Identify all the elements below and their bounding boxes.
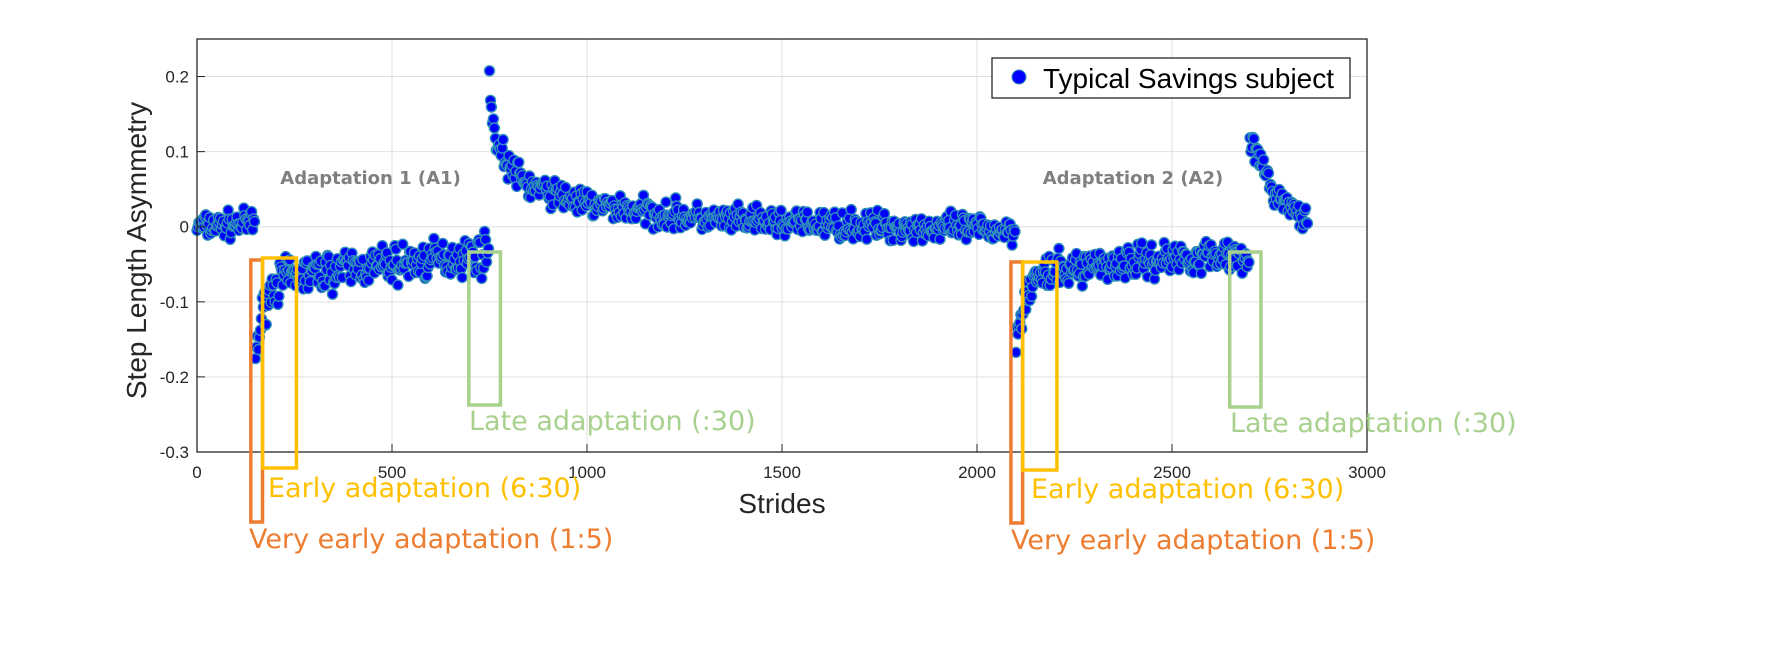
window-label: Late adaptation (:30) <box>469 406 756 437</box>
data-point <box>559 181 572 194</box>
data-point <box>878 207 891 220</box>
data-point <box>437 237 449 250</box>
data-point <box>1301 217 1314 230</box>
data-point <box>1053 242 1065 255</box>
legend-marker <box>1011 69 1027 85</box>
y-tick-label: 0 <box>180 218 189 237</box>
axis-ticks: 0 500 1000 1500 2000 2500 3000 0.2 0.1 0 -0.1 -0.2 -… <box>160 68 1386 482</box>
data-point <box>392 279 404 291</box>
x-tick-label: 500 <box>378 463 406 482</box>
data-point <box>326 288 339 300</box>
annotation-adaptation-1: Adaptation 1 (A1) <box>280 168 461 189</box>
data-point <box>456 271 468 284</box>
x-tick-label: 1000 <box>568 463 606 482</box>
data-point <box>1248 132 1260 145</box>
annotation-adaptation-2: Adaptation 2 (A2) <box>1043 168 1224 189</box>
window-label: Early adaptation (6:30) <box>1031 474 1344 505</box>
y-axis-label: Step Length Asymmetry <box>121 102 152 399</box>
window-box <box>1227 250 1263 409</box>
window-box <box>260 256 299 470</box>
y-tick-label: 0.1 <box>165 143 189 162</box>
legend-box <box>991 57 1351 99</box>
adaptation-windows: Very early adaptation (1:5) Early adaptat… <box>249 250 1517 556</box>
data-point <box>1076 280 1089 292</box>
x-tick-label: 1500 <box>763 463 801 482</box>
data-point <box>273 290 285 302</box>
data-point <box>513 156 525 169</box>
x-axis-label: Strides <box>738 488 825 519</box>
data-point <box>476 272 488 285</box>
data-point <box>775 204 787 217</box>
y-tick-label: -0.3 <box>160 443 189 462</box>
legend: Typical Savings subject <box>991 57 1351 99</box>
data-point <box>1195 267 1208 279</box>
data-point <box>1009 225 1021 238</box>
data-point <box>248 215 261 228</box>
window-box <box>1020 260 1059 472</box>
data-point <box>397 238 409 250</box>
data-point <box>1262 167 1275 179</box>
data-point <box>1257 154 1270 166</box>
data-point <box>801 206 813 218</box>
window-label: Very early adaptation (1:5) <box>249 524 613 555</box>
data-point <box>1299 202 1312 214</box>
data-point <box>660 196 672 208</box>
data-point <box>1145 239 1158 251</box>
window-box <box>467 250 503 407</box>
data-point <box>485 101 498 113</box>
x-tick-label: 2000 <box>958 463 996 482</box>
y-tick-label: 0.2 <box>165 68 189 87</box>
data-point <box>861 233 873 245</box>
x-tick-label: 0 <box>192 463 201 482</box>
x-tick-label: 3000 <box>1348 463 1386 482</box>
legend-entry: Typical Savings subject <box>1043 63 1334 94</box>
data-point <box>1136 237 1148 249</box>
data-point <box>362 274 375 287</box>
window-label: Very early adaptation (1:5) <box>1011 525 1375 556</box>
data-point <box>1062 277 1075 289</box>
data-point <box>488 122 501 134</box>
y-tick-label: -0.2 <box>160 368 189 387</box>
window-label: Early adaptation (6:30) <box>268 473 581 504</box>
data-point <box>845 203 857 216</box>
x-tick-label: 2500 <box>1153 463 1191 482</box>
data-point <box>483 65 496 77</box>
grid-lines <box>197 39 1367 452</box>
y-tick-label: -0.1 <box>160 293 189 312</box>
data-points <box>191 65 1314 365</box>
window-label: Late adaptation (:30) <box>1230 408 1517 439</box>
data-point <box>1025 290 1038 302</box>
data-point <box>497 133 509 146</box>
data-point <box>1243 256 1255 268</box>
